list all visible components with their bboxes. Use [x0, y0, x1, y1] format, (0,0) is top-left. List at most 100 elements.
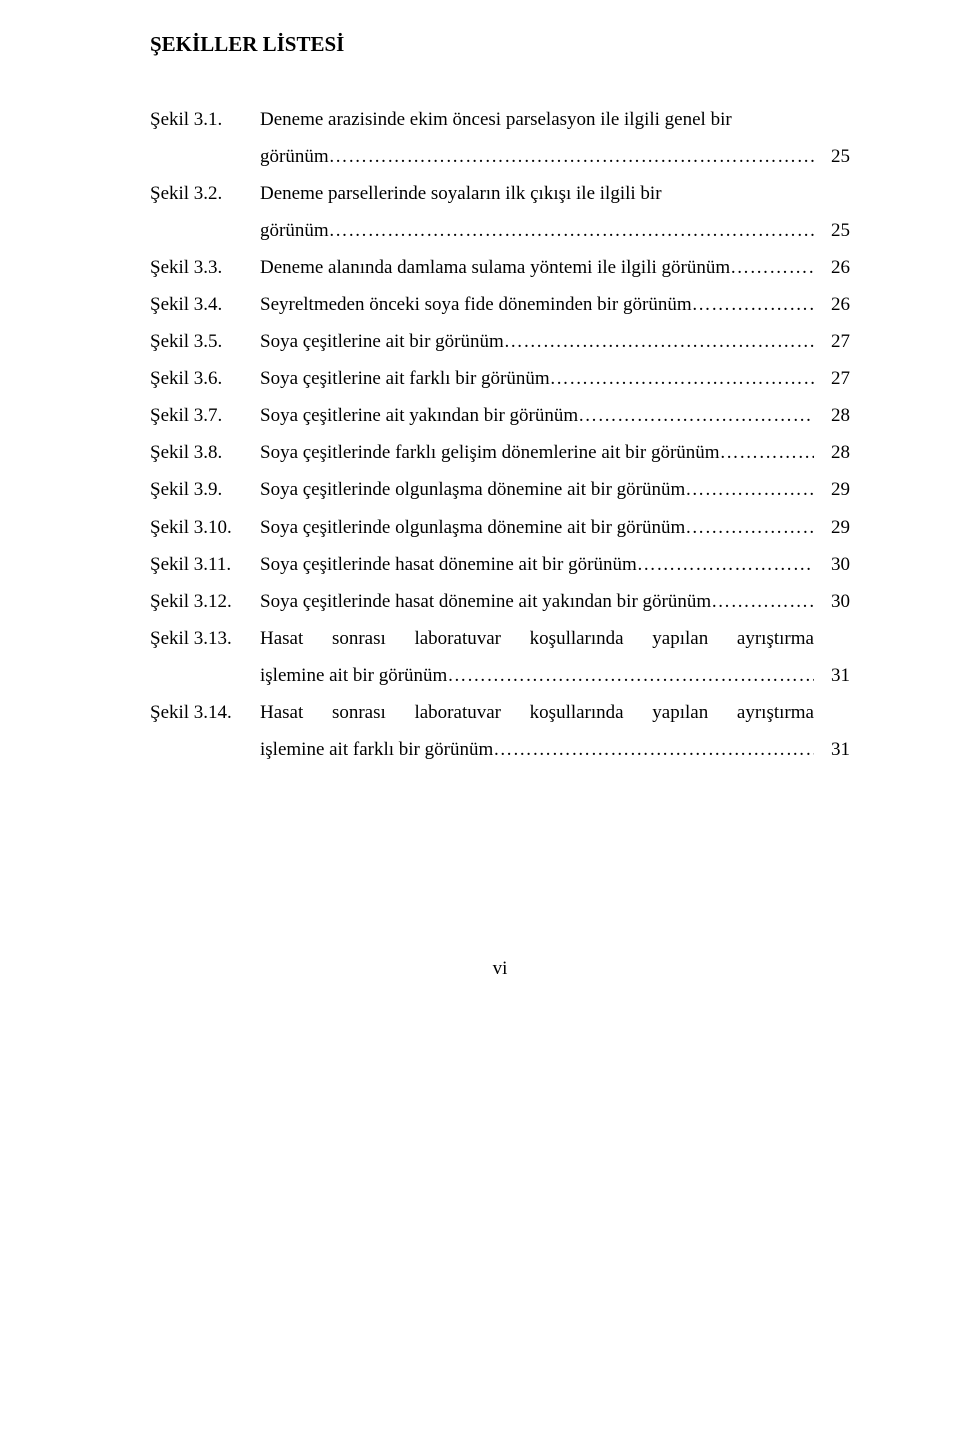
- entry-label: [150, 138, 260, 175]
- entry-label: Şekil 3.4.: [150, 286, 260, 323]
- entry-page: 31: [814, 731, 850, 768]
- entry-page: 30: [814, 546, 850, 583]
- entry-label: Şekil 3.14.: [150, 694, 260, 731]
- entry-text-line: Soya çeşitlerine ait farklı bir görünüm……: [260, 360, 814, 397]
- leader-dots: ……………………………………………………………………………………………………………: [493, 731, 814, 768]
- entry-text-segment: Soya çeşitlerine ait yakından bir görünü…: [260, 397, 578, 434]
- entry-text-wrap: Soya çeşitlerine ait yakından bir görünü…: [260, 397, 814, 434]
- leader-dots: ……………………………………………………………………………………………………………: [550, 360, 814, 397]
- entry-label: Şekil 3.2.: [150, 175, 260, 212]
- entry-text-segment: Seyreltmeden önceki soya fide döneminden…: [260, 286, 692, 323]
- entry-text-word: yapılan: [652, 694, 708, 731]
- entry-text-wrap: Soya çeşitlerinde olgunlaşma dönemine ai…: [260, 471, 814, 508]
- entry-text-wrap: işlemine ait farklı bir görünüm…………………………: [260, 731, 814, 768]
- entry-text-wrap: Soya çeşitlerinde olgunlaşma dönemine ai…: [260, 509, 814, 546]
- list-entry: Şekil 3.4.Seyreltmeden önceki soya fide …: [150, 286, 850, 323]
- entry-text-line: Hasatsonrasılaboratuvarkoşullarındayapıl…: [260, 620, 814, 657]
- leader-dots: ……………………………………………………………………………………………………………: [329, 212, 814, 249]
- entry-text-line: Soya çeşitlerinde farklı gelişim dönemle…: [260, 434, 814, 471]
- entry-text-word: ayrıştırma: [737, 620, 814, 657]
- list-entry: Şekil 3.11.Soya çeşitlerinde hasat dönem…: [150, 546, 850, 583]
- entry-page: 30: [814, 583, 850, 620]
- entry-text-word: sonrası: [332, 620, 386, 657]
- entry-page: 29: [814, 471, 850, 508]
- entry-text-segment: Soya çeşitlerine ait bir görünüm: [260, 323, 504, 360]
- entry-label: Şekil 3.8.: [150, 434, 260, 471]
- entry-label: Şekil 3.3.: [150, 249, 260, 286]
- entry-text-segment: Deneme arazisinde ekim öncesi parselasyo…: [260, 101, 732, 138]
- entry-text-line: Soya çeşitlerine ait yakından bir görünü…: [260, 397, 814, 434]
- entry-page: [814, 620, 850, 657]
- entry-text-wrap: Deneme alanında damlama sulama yöntemi i…: [260, 249, 814, 286]
- entry-page: 27: [814, 360, 850, 397]
- entry-label: Şekil 3.12.: [150, 583, 260, 620]
- entry-page: 31: [814, 657, 850, 694]
- entry-text-wrap: Deneme parsellerinde soyaların ilk çıkış…: [260, 175, 814, 212]
- entry-text-line: Soya çeşitlerinde hasat dönemine ait yak…: [260, 583, 814, 620]
- entry-page: [814, 175, 850, 212]
- leader-dots: ……………………………………………………………………………………………………………: [637, 546, 814, 583]
- leader-dots: ……………………………………………………………………………………………………………: [711, 583, 814, 620]
- entry-page: [814, 101, 850, 138]
- entry-text-segment: işlemine ait farklı bir görünüm: [260, 731, 493, 768]
- entry-text-word: laboratuvar: [414, 694, 501, 731]
- entry-text-wrap: Soya çeşitlerinde hasat dönemine ait bir…: [260, 546, 814, 583]
- leader-dots: ……………………………………………………………………………………………………………: [720, 434, 814, 471]
- entry-text-word: laboratuvar: [414, 620, 501, 657]
- entry-text-wrap: Soya çeşitlerinde hasat dönemine ait yak…: [260, 583, 814, 620]
- entry-text-word: sonrası: [332, 694, 386, 731]
- list-entry: işlemine ait farklı bir görünüm…………………………: [150, 731, 850, 768]
- entry-text-line: Soya çeşitlerinde hasat dönemine ait bir…: [260, 546, 814, 583]
- entry-page: 29: [814, 509, 850, 546]
- entry-text-line: Hasatsonrasılaboratuvarkoşullarındayapıl…: [260, 694, 814, 731]
- list-entry: Şekil 3.6.Soya çeşitlerine ait farklı bi…: [150, 360, 850, 397]
- leader-dots: ……………………………………………………………………………………………………………: [730, 249, 814, 286]
- entry-text-segment: görünüm: [260, 212, 329, 249]
- entry-label: Şekil 3.1.: [150, 101, 260, 138]
- entry-page: 28: [814, 434, 850, 471]
- leader-dots: ……………………………………………………………………………………………………………: [685, 509, 814, 546]
- entry-text-wrap: Soya çeşitlerine ait bir görünüm………………………: [260, 323, 814, 360]
- entry-label: [150, 731, 260, 768]
- entry-text-wrap: Deneme arazisinde ekim öncesi parselasyo…: [260, 101, 814, 138]
- entry-text-line: Deneme alanında damlama sulama yöntemi i…: [260, 249, 814, 286]
- entry-text-line: işlemine ait farklı bir görünüm…………………………: [260, 731, 814, 768]
- entry-text-segment: Soya çeşitlerine ait farklı bir görünüm: [260, 360, 550, 397]
- entry-text-line: Seyreltmeden önceki soya fide döneminden…: [260, 286, 814, 323]
- entry-text-word: koşullarında: [530, 694, 624, 731]
- leader-dots: ……………………………………………………………………………………………………………: [504, 323, 814, 360]
- entry-text-segment: Soya çeşitlerinde farklı gelişim dönemle…: [260, 434, 720, 471]
- entry-label: Şekil 3.7.: [150, 397, 260, 434]
- page-title: ŞEKİLLER LİSTESİ: [150, 32, 850, 57]
- list-entry: Şekil 3.14.Hasatsonrasılaboratuvarkoşull…: [150, 694, 850, 731]
- leader-dots: ……………………………………………………………………………………………………………: [685, 471, 814, 508]
- entry-page: 27: [814, 323, 850, 360]
- leader-dots: ……………………………………………………………………………………………………………: [578, 397, 814, 434]
- entry-page: 28: [814, 397, 850, 434]
- entry-text-wrap: Soya çeşitlerine ait farklı bir görünüm……: [260, 360, 814, 397]
- entry-text-wrap: Soya çeşitlerinde farklı gelişim dönemle…: [260, 434, 814, 471]
- entry-label: [150, 657, 260, 694]
- entry-label: Şekil 3.13.: [150, 620, 260, 657]
- entry-page: 26: [814, 286, 850, 323]
- entry-text-wrap: işlemine ait bir görünüm……………………………………………: [260, 657, 814, 694]
- entry-text-line: Soya çeşitlerine ait bir görünüm………………………: [260, 323, 814, 360]
- list-entry: Şekil 3.7.Soya çeşitlerine ait yakından …: [150, 397, 850, 434]
- entry-label: Şekil 3.6.: [150, 360, 260, 397]
- page-number: vi: [150, 958, 850, 980]
- list-entry: Şekil 3.2.Deneme parsellerinde soyaların…: [150, 175, 850, 212]
- entry-text-wrap: Hasatsonrasılaboratuvarkoşullarındayapıl…: [260, 694, 814, 731]
- entry-text-word: yapılan: [652, 620, 708, 657]
- entry-text-segment: Deneme alanında damlama sulama yöntemi i…: [260, 249, 730, 286]
- list-entry: Şekil 3.8.Soya çeşitlerinde farklı geliş…: [150, 434, 850, 471]
- entry-text-wrap: görünüm…………………………………………………………………………………………: [260, 212, 814, 249]
- list-entry: işlemine ait bir görünüm……………………………………………: [150, 657, 850, 694]
- leader-dots: ……………………………………………………………………………………………………………: [329, 138, 814, 175]
- entry-text-segment: işlemine ait bir görünüm: [260, 657, 447, 694]
- entry-text-segment: Soya çeşitlerinde olgunlaşma dönemine ai…: [260, 509, 685, 546]
- entry-text-line: görünüm…………………………………………………………………………………………: [260, 138, 814, 175]
- entry-text-segment: Deneme parsellerinde soyaların ilk çıkış…: [260, 175, 662, 212]
- entry-text-segment: Soya çeşitlerinde olgunlaşma dönemine ai…: [260, 471, 685, 508]
- entry-text-segment: görünüm: [260, 138, 329, 175]
- entry-page: 25: [814, 212, 850, 249]
